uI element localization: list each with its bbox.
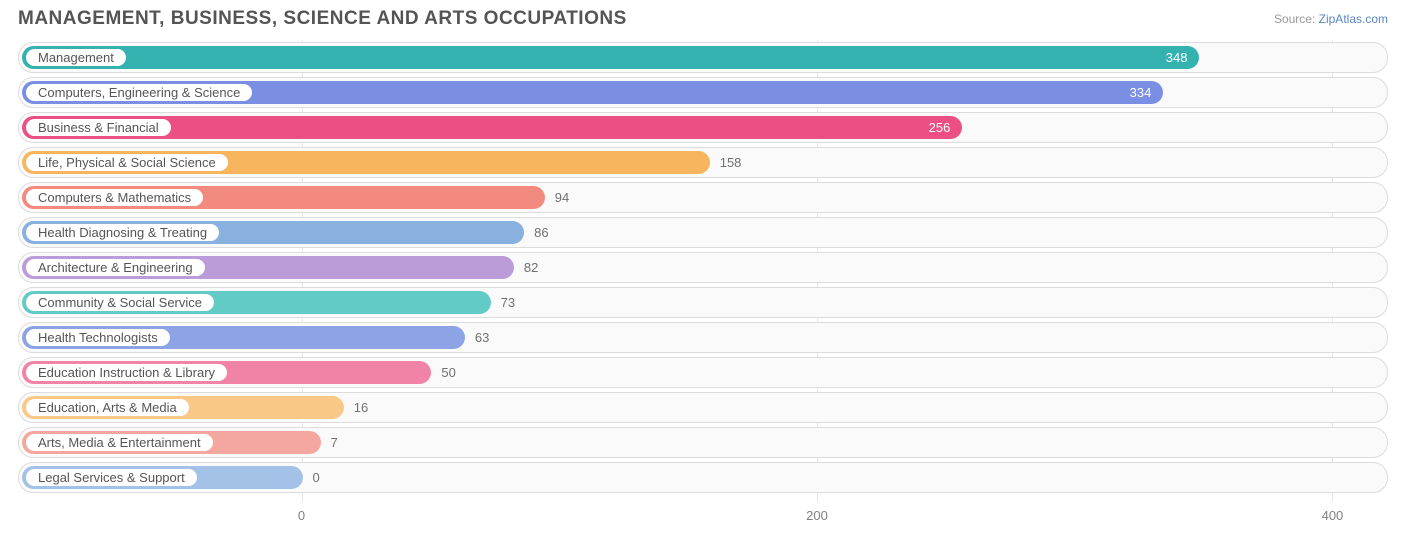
bar-track: Business & Financial 256: [18, 112, 1388, 143]
bar-track: Education, Arts & Media 16: [18, 392, 1388, 423]
bar-label-pill: Management: [25, 48, 127, 67]
bar-value-label: 73: [501, 288, 515, 317]
bar-value-label: 16: [354, 393, 368, 422]
bar-track: Health Technologists 63: [18, 322, 1388, 353]
header: MANAGEMENT, BUSINESS, SCIENCE AND ARTS O…: [0, 0, 1406, 34]
bar-value-label: 348: [1166, 43, 1188, 72]
bar-label: Computers & Mathematics: [38, 190, 191, 205]
bar-label: Life, Physical & Social Science: [38, 155, 216, 170]
bar-track: Computers & Mathematics 94: [18, 182, 1388, 213]
bar-label: Community & Social Service: [38, 295, 202, 310]
x-tick-label: 200: [806, 508, 828, 523]
chart-title: MANAGEMENT, BUSINESS, SCIENCE AND ARTS O…: [18, 8, 627, 30]
bar-label: Education, Arts & Media: [38, 400, 177, 415]
bar-label-pill: Community & Social Service: [25, 293, 215, 312]
x-axis: 0 200 400: [18, 502, 1388, 530]
bar-label-pill: Computers, Engineering & Science: [25, 83, 253, 102]
bar-label-pill: Education, Arts & Media: [25, 398, 190, 417]
bar-label-pill: Health Diagnosing & Treating: [25, 223, 220, 242]
bar-track: Architecture & Engineering 82: [18, 252, 1388, 283]
x-tick-label: 400: [1322, 508, 1344, 523]
bar-value-label: 7: [331, 428, 338, 457]
bar-track: Arts, Media & Entertainment 7: [18, 427, 1388, 458]
bar-label: Management: [38, 50, 114, 65]
bar-track: Legal Services & Support 0: [18, 462, 1388, 493]
bar-value-label: 63: [475, 323, 489, 352]
bar-value-label: 158: [720, 148, 742, 177]
bar-value-label: 94: [555, 183, 569, 212]
bar-fill: [22, 46, 1199, 69]
bar-label-pill: Life, Physical & Social Science: [25, 153, 229, 172]
bar-label: Architecture & Engineering: [38, 260, 193, 275]
bars-container: Management 348 Computers, Engineering & Sc…: [18, 40, 1388, 502]
source-prefix: Source:: [1274, 12, 1319, 26]
bar-label: Computers, Engineering & Science: [38, 85, 240, 100]
bar-label-pill: Architecture & Engineering: [25, 258, 206, 277]
bar-track: Community & Social Service 73: [18, 287, 1388, 318]
bar-label-pill: Legal Services & Support: [25, 468, 198, 487]
bar-value-label: 86: [534, 218, 548, 247]
bar-label: Education Instruction & Library: [38, 365, 215, 380]
bar-track: Computers, Engineering & Science 334: [18, 77, 1388, 108]
bar-label-pill: Education Instruction & Library: [25, 363, 228, 382]
bar-label-pill: Computers & Mathematics: [25, 188, 204, 207]
source-attribution: Source: ZipAtlas.com: [1274, 12, 1388, 26]
bar-label-pill: Business & Financial: [25, 118, 172, 137]
bar-label: Health Technologists: [38, 330, 158, 345]
x-tick-label: 0: [298, 508, 305, 523]
bar-value-label: 82: [524, 253, 538, 282]
bar-label-pill: Arts, Media & Entertainment: [25, 433, 214, 452]
bar-track: Life, Physical & Social Science 158: [18, 147, 1388, 178]
bar-track: Education Instruction & Library 50: [18, 357, 1388, 388]
bar-value-label: 50: [441, 358, 455, 387]
bar-value-label: 0: [313, 463, 320, 492]
bar-value-label: 256: [929, 113, 951, 142]
bar-label: Legal Services & Support: [38, 470, 185, 485]
bar-value-label: 334: [1130, 78, 1152, 107]
bar-label: Arts, Media & Entertainment: [38, 435, 201, 450]
chart-area: Management 348 Computers, Engineering & Sc…: [18, 40, 1388, 530]
bar-track: Management 348: [18, 42, 1388, 73]
bar-label: Business & Financial: [38, 120, 159, 135]
bar-label: Health Diagnosing & Treating: [38, 225, 207, 240]
bar-track: Health Diagnosing & Treating 86: [18, 217, 1388, 248]
bar-label-pill: Health Technologists: [25, 328, 171, 347]
source-link[interactable]: ZipAtlas.com: [1319, 12, 1388, 26]
